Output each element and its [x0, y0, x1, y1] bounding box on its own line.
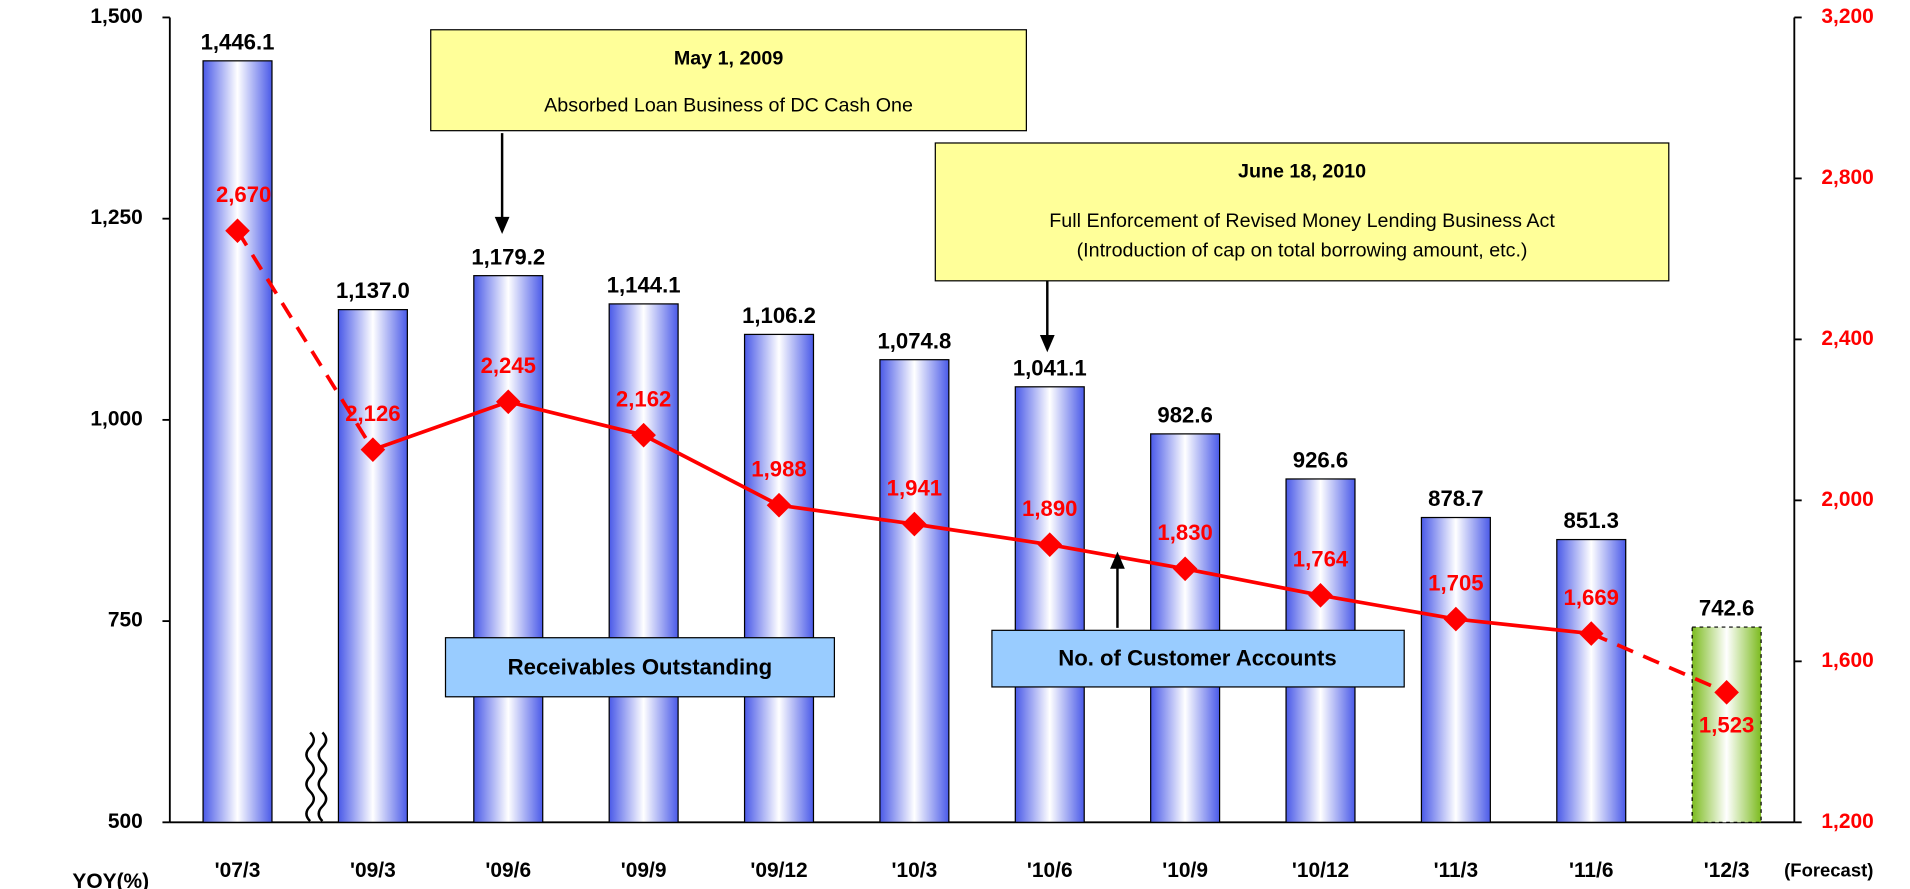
y2-tick-label: 2,800: [1821, 166, 1873, 189]
series-tag: No. of Customer Accounts: [1058, 646, 1336, 671]
line-segment: [235, 229, 375, 451]
y-tick-label: 500: [108, 810, 143, 833]
y-tick-label: 1,250: [90, 206, 142, 229]
series-tag: Receivables Outstanding: [508, 654, 773, 679]
line-marker: [225, 218, 250, 244]
bar-label: 1,041.1: [1013, 355, 1087, 380]
bar-label: 1,144.1: [607, 273, 681, 298]
line-marker: [495, 389, 521, 415]
annotation-box: [934, 142, 1670, 282]
category-note: (Forecast): [1784, 859, 1873, 880]
x-tick-label: '10/6: [1027, 859, 1073, 882]
annotation-text: (Introduction of cap on total borrowing …: [1077, 239, 1528, 261]
bar-label: 878.7: [1428, 486, 1483, 511]
line-label: 2,670: [216, 182, 271, 207]
arrow-head: [1110, 551, 1125, 569]
x-tick-label: '11/3: [1434, 859, 1479, 882]
bar-label: 1,106.2: [742, 303, 816, 328]
line-label: 1,705: [1428, 570, 1483, 595]
line-label: 1,523: [1699, 713, 1754, 738]
line-label: 2,245: [481, 353, 536, 378]
bar-label: 851.3: [1564, 508, 1619, 533]
bar: [1150, 433, 1221, 823]
y2-tick-label: 2,400: [1821, 327, 1873, 350]
bar: [879, 359, 950, 823]
y-tick-label: 750: [108, 609, 143, 632]
annotation-date: May 1, 2009: [674, 48, 784, 70]
line-segment: [1455, 617, 1592, 636]
line-segment: [1184, 566, 1321, 598]
line-segment: [372, 400, 509, 452]
line-label: 1,830: [1157, 520, 1212, 545]
bar-label: 982.6: [1157, 403, 1212, 428]
x-tick-label: '09/12: [750, 859, 807, 882]
bar-label: 1,446.1: [201, 29, 275, 54]
line-marker: [1172, 556, 1198, 582]
line-marker: [1443, 606, 1469, 632]
bar: [473, 275, 544, 823]
bar: [1014, 386, 1085, 823]
annotation-box: [430, 29, 1027, 132]
bar-label: 1,179.2: [471, 244, 545, 269]
line-marker: [1037, 532, 1063, 557]
x-tick-label: '10/9: [1162, 859, 1208, 882]
bar-label: 1,137.0: [336, 278, 410, 303]
bar: [1691, 626, 1762, 823]
line-marker: [1714, 680, 1739, 705]
y2-tick-label: 2,000: [1821, 488, 1873, 511]
bar: [608, 303, 679, 823]
y-tick-label: 1,500: [90, 5, 142, 28]
x-tick-label: '09/3: [350, 859, 396, 882]
line-segment: [1320, 593, 1457, 621]
line-label: 2,162: [616, 387, 671, 412]
y-tick-label: 1,000: [90, 407, 142, 430]
line-marker: [360, 437, 386, 462]
bar: [1556, 538, 1627, 823]
axis-break: [305, 731, 328, 822]
line-segment: [1590, 631, 1728, 695]
x-tick-label: '11/6: [1569, 859, 1614, 882]
arrow-head: [494, 216, 510, 235]
line-label: 2,126: [345, 401, 400, 426]
line-label: 1,669: [1564, 585, 1619, 610]
bar-label: 1,074.8: [877, 328, 951, 353]
x-tick-label: '07/3: [215, 859, 261, 882]
bar: [1420, 516, 1491, 823]
series-tag-box: [444, 637, 836, 698]
line-label: 1,988: [751, 457, 806, 482]
y2-tick-label: 1,600: [1821, 649, 1873, 672]
arrow-head: [1039, 334, 1055, 353]
line-label: 1,941: [887, 476, 942, 501]
y2-tick-label: 3,200: [1821, 5, 1873, 28]
bar: [202, 60, 273, 823]
x-tick-label: '10/3: [892, 859, 938, 882]
x-tick-label: '09/9: [621, 859, 667, 882]
bar: [337, 309, 408, 823]
bar: [743, 333, 815, 823]
line-segment: [642, 433, 780, 507]
annotation-text: Full Enforcement of Revised Money Lendin…: [1049, 210, 1555, 232]
annotation-text: Absorbed Loan Business of DC Cash One: [544, 94, 913, 116]
line-label: 1,764: [1293, 547, 1349, 572]
line-segment: [914, 522, 1051, 547]
line-label: 1,890: [1022, 496, 1077, 521]
x-tick-label: '10/12: [1292, 859, 1349, 882]
x-tick-label: '09/6: [485, 859, 531, 882]
annotation-date: June 18, 2010: [1238, 161, 1366, 183]
line-segment: [507, 399, 645, 437]
line-segment: [778, 503, 915, 526]
series-tag-box: [991, 629, 1405, 688]
bar-label: 742.6: [1699, 596, 1754, 621]
x-tick-label: '12/3: [1704, 859, 1750, 882]
y2-tick-label: 1,200: [1821, 810, 1873, 833]
bar-label: 926.6: [1293, 448, 1348, 473]
x-caption: YOY(%): [72, 870, 149, 889]
